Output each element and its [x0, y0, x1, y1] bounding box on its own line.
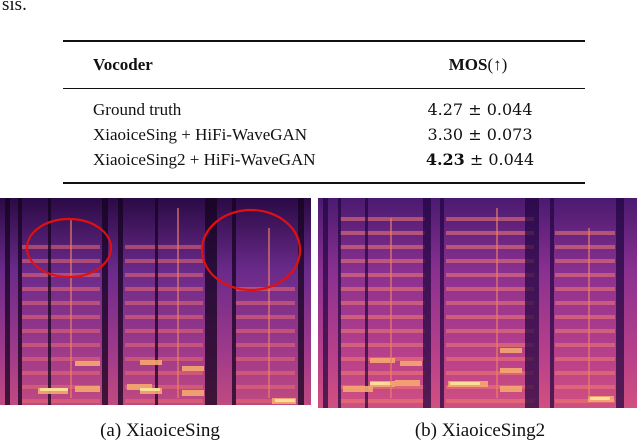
- vocoder-cell: XiaoiceSing + HiFi-WaveGAN: [93, 124, 308, 144]
- mos-mean-best: 4.23: [425, 150, 465, 169]
- table-row: Ground truth 4.27 ± 0.044: [63, 97, 585, 122]
- top-rule: [63, 40, 585, 42]
- table-header: Vocoder MOS(↑): [63, 42, 585, 88]
- header-mos: MOS(↑): [383, 55, 585, 75]
- bottom-rule: [63, 182, 585, 184]
- header-mos-label: MOS: [448, 55, 488, 74]
- mos-table: Vocoder MOS(↑) Ground truth 4.27 ± 0.044…: [63, 40, 585, 184]
- lead-text: sis.: [2, 0, 27, 15]
- red-ellipse-annotation: [25, 217, 113, 279]
- red-ellipse-annotation: [200, 208, 302, 292]
- table-row: XiaoiceSing2 + HiFi-WaveGAN 4.23 ± 0.044: [63, 147, 585, 172]
- mos-mean: 4.27: [427, 100, 464, 119]
- mos-ci: ± 0.073: [463, 125, 533, 144]
- table-row: XiaoiceSing + HiFi-WaveGAN 3.30 ± 0.073: [63, 122, 585, 147]
- figure-caption-b: (b) XiaoiceSing2: [414, 420, 546, 441]
- mos-cell: 4.23 ± 0.044: [385, 150, 585, 169]
- mos-cell: 4.27 ± 0.044: [385, 100, 585, 119]
- spectrogram-a: [0, 198, 311, 405]
- mos-ci: ± 0.044: [464, 150, 535, 169]
- up-arrow-icon: (↑): [487, 55, 508, 74]
- vocoder-cell: XiaoiceSing2 + HiFi-WaveGAN: [93, 149, 316, 169]
- mid-rule: [63, 88, 585, 89]
- mos-mean: 3.30: [427, 125, 464, 144]
- mos-cell: 3.30 ± 0.073: [385, 125, 585, 144]
- spectrogram-b: [318, 198, 637, 408]
- mos-ci: ± 0.044: [463, 100, 533, 119]
- figure-caption-a: (a) XiaoiceSing: [100, 420, 220, 441]
- header-vocoder: Vocoder: [93, 55, 153, 74]
- vocoder-cell: Ground truth: [93, 99, 182, 119]
